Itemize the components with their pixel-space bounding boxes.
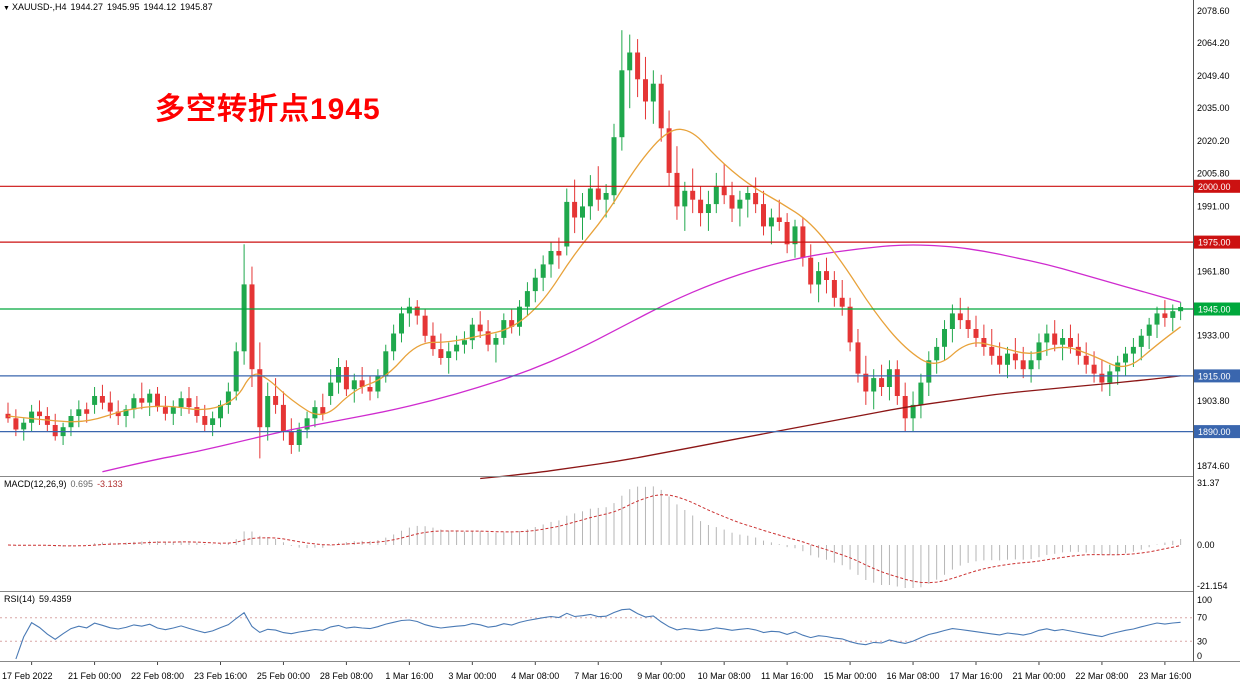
price-tick-label: 1991.00	[1197, 201, 1230, 211]
time-tick-label: 7 Mar 16:00	[574, 671, 622, 681]
bar-low-value: 1944.12	[143, 2, 177, 12]
price-badge-label: 2000.00	[1198, 182, 1231, 192]
bar-open-value: 1944.27	[70, 2, 103, 12]
symbol-dropdown-triangle-icon[interactable]: ▼	[3, 5, 10, 12]
macd-tick-label: -21.154	[1197, 581, 1228, 591]
candlestick-series	[5, 30, 1184, 459]
time-tick-label: 17 Mar 16:00	[949, 671, 1002, 681]
time-tick-label: 21 Mar 00:00	[1012, 671, 1065, 681]
price-badge	[1194, 302, 1240, 316]
horizontal-lines[interactable]	[0, 185, 1193, 433]
bar-high-value: 1945.95	[107, 2, 140, 12]
time-tick-label: 25 Feb 00:00	[257, 671, 310, 681]
macd-axis-labels: 31.37 0.00 -21.154	[1197, 478, 1228, 591]
time-tick-label: 22 Feb 08:00	[131, 671, 184, 681]
rsi-name: RSI(14)	[4, 594, 36, 604]
bar-close-value: 1945.87	[180, 2, 213, 12]
time-tick-label: 23 Feb 16:00	[194, 671, 247, 681]
macd-name: MACD(12,26,9)	[4, 479, 67, 489]
ma-line-mid	[102, 244, 1181, 473]
price-badge-label: 1915.00	[1198, 371, 1231, 381]
price-badge-label: 1975.00	[1198, 238, 1231, 248]
price-badge-label: 1945.00	[1198, 304, 1231, 314]
rsi-level-lines	[0, 617, 1193, 642]
price-tick-label: 2035.00	[1197, 103, 1230, 113]
macd-indicator-label: MACD(12,26,9) 0.695 -3.133	[4, 479, 127, 489]
time-tick-label: 1 Mar 16:00	[385, 671, 433, 681]
macd-main-value: 0.695	[70, 479, 94, 489]
rsi-tick-label: 0	[1197, 651, 1202, 661]
time-tick-label: 15 Mar 00:00	[824, 671, 877, 681]
price-tick-label: 1933.00	[1197, 331, 1230, 341]
price-tick-label: 2005.80	[1197, 168, 1230, 178]
rsi-axis-labels: 100 70 30 0	[1197, 595, 1212, 661]
time-tick-label: 28 Feb 08:00	[320, 671, 373, 681]
rsi-tick-label: 30	[1197, 636, 1207, 646]
price-tick-label: 2049.40	[1197, 71, 1230, 81]
ma-line-fast	[7, 128, 1181, 423]
time-tick-label: 3 Mar 00:00	[448, 671, 496, 681]
symbol-name: XAUUSD-,H4	[11, 2, 67, 12]
price-badge	[1194, 179, 1240, 193]
price-tick-label: 1903.80	[1197, 396, 1230, 406]
rsi-tick-label: 100	[1197, 595, 1212, 605]
price-tick-label: 2064.20	[1197, 38, 1230, 48]
price-tick-label: 2020.20	[1197, 136, 1230, 146]
price-badge-label: 1890.00	[1198, 427, 1231, 437]
time-tick-label: 9 Mar 00:00	[637, 671, 685, 681]
price-axis-labels[interactable]: 2078.60 2064.20 2049.40 2035.00 2020.20 2005.…	[1197, 6, 1230, 471]
time-tick-label: 17 Feb 2022	[2, 671, 53, 681]
time-tick-label: 22 Mar 08:00	[1075, 671, 1128, 681]
price-badge	[1194, 425, 1240, 439]
time-tick-label: 23 Mar 16:00	[1138, 671, 1191, 681]
time-tick-label: 11 Mar 16:00	[761, 671, 813, 681]
macd-signal-line	[7, 494, 1181, 584]
price-line-badges: 2000.00 1975.00 1945.00 1915.00 1890.00	[1194, 179, 1240, 439]
symbol-info: ▼ XAUUSD-,H4 1944.27 1945.95 1944.12 1945.87	[3, 2, 217, 12]
time-tick-label: 10 Mar 08:00	[698, 671, 751, 681]
rsi-line	[15, 608, 1181, 660]
time-tick-label: 16 Mar 08:00	[887, 671, 940, 681]
chart-annotation-text: 多空转折点1945	[155, 93, 381, 126]
price-axis-background[interactable]	[1193, 0, 1240, 661]
macd-tick-label: 31.37	[1197, 478, 1220, 488]
macd-signal-value: -3.133	[97, 479, 123, 489]
macd-tick-label: 0.00	[1197, 540, 1215, 550]
rsi-value: 59.4359	[39, 594, 72, 604]
time-tick-label: 4 Mar 08:00	[511, 671, 559, 681]
time-axis[interactable]: 17 Feb 2022 21 Feb 00:00 22 Feb 08:00 23 Fe…	[2, 662, 1191, 681]
rsi-indicator-label: RSI(14) 59.4359	[4, 594, 76, 604]
price-tick-label: 2078.60	[1197, 6, 1230, 16]
price-tick-label: 1874.60	[1197, 461, 1230, 471]
macd-histogram	[15, 486, 1182, 588]
ma-line-slow	[480, 375, 1181, 480]
rsi-tick-label: 70	[1197, 613, 1207, 623]
price-badge	[1194, 369, 1240, 383]
price-tick-label: 1961.80	[1197, 267, 1230, 277]
price-badge	[1194, 235, 1240, 249]
time-tick-label: 21 Feb 00:00	[68, 671, 121, 681]
